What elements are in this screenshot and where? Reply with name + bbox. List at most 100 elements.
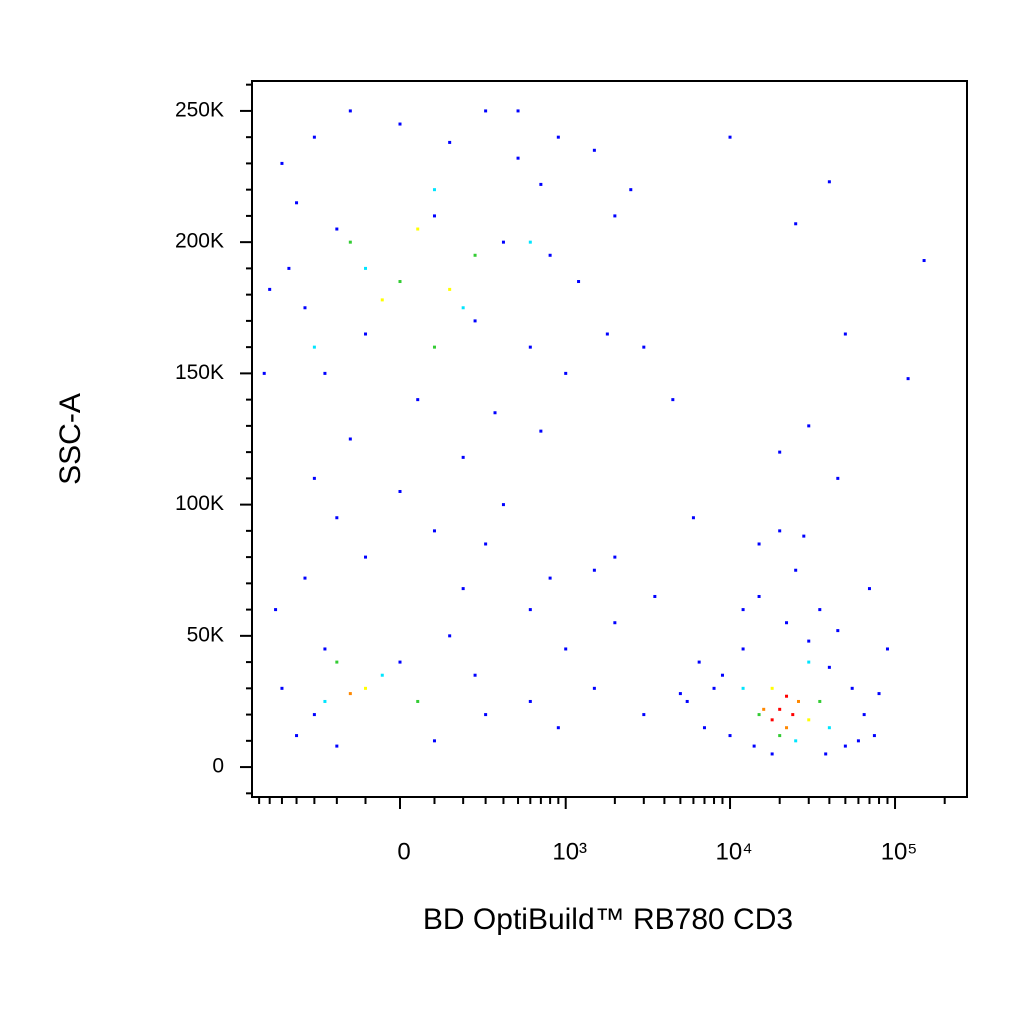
y-tick-label: 200K <box>175 230 224 253</box>
point <box>432 529 436 533</box>
point <box>528 345 532 349</box>
y-tick-label: 0 <box>212 755 224 778</box>
point <box>642 345 646 349</box>
point <box>516 156 520 160</box>
point <box>473 319 477 323</box>
point <box>818 699 822 703</box>
point <box>807 424 811 428</box>
point <box>268 287 272 291</box>
point <box>556 135 560 139</box>
point <box>720 673 724 677</box>
point <box>548 253 552 257</box>
point <box>728 135 732 139</box>
point <box>796 699 800 703</box>
point <box>348 240 352 244</box>
point <box>836 629 840 633</box>
point <box>539 429 543 433</box>
point <box>778 450 782 454</box>
point <box>539 182 543 186</box>
point <box>528 240 532 244</box>
point <box>364 332 368 336</box>
point <box>818 608 822 612</box>
point <box>312 476 316 480</box>
point <box>752 744 756 748</box>
point <box>807 660 811 664</box>
x-tick-label: 10⁵ <box>881 838 918 865</box>
point <box>872 734 876 738</box>
point <box>461 587 465 591</box>
point <box>398 489 402 493</box>
point <box>856 739 860 743</box>
point <box>697 660 701 664</box>
point <box>364 555 368 559</box>
point <box>335 660 339 664</box>
point <box>778 529 782 533</box>
point <box>335 227 339 231</box>
point <box>827 726 831 730</box>
point <box>280 686 284 690</box>
point <box>323 699 327 703</box>
point <box>678 692 682 696</box>
point <box>691 516 695 520</box>
point <box>287 266 291 270</box>
point <box>473 253 477 257</box>
plot-frame <box>251 80 968 798</box>
point <box>323 647 327 651</box>
point <box>807 639 811 643</box>
point <box>653 594 657 598</box>
point <box>528 699 532 703</box>
point <box>484 542 488 546</box>
point <box>770 718 774 722</box>
point <box>432 188 436 192</box>
point <box>432 739 436 743</box>
point <box>867 587 871 591</box>
point <box>785 621 789 625</box>
point <box>922 259 926 263</box>
point <box>556 726 560 730</box>
point <box>850 686 854 690</box>
point <box>712 686 716 690</box>
point <box>613 621 617 625</box>
point <box>802 534 806 538</box>
point <box>757 542 761 546</box>
point <box>380 673 384 677</box>
point <box>501 240 505 244</box>
point <box>432 214 436 218</box>
point <box>642 713 646 717</box>
point <box>312 713 316 717</box>
point <box>448 634 452 638</box>
point <box>827 180 831 184</box>
point <box>762 707 766 711</box>
point <box>416 227 420 231</box>
point <box>791 713 795 717</box>
point <box>335 516 339 520</box>
point <box>274 608 278 612</box>
point <box>432 345 436 349</box>
point <box>448 140 452 144</box>
point <box>770 686 774 690</box>
point <box>824 752 828 756</box>
point <box>295 201 299 205</box>
point <box>448 287 452 291</box>
point <box>364 266 368 270</box>
point <box>778 734 782 738</box>
point <box>741 686 745 690</box>
point <box>501 503 505 507</box>
point <box>770 752 774 756</box>
point <box>461 306 465 310</box>
point <box>416 699 420 703</box>
x-tick-label: 10⁴ <box>716 838 753 865</box>
y-tick-label: 100K <box>175 492 224 515</box>
point <box>577 280 581 284</box>
point <box>785 694 789 698</box>
point <box>484 713 488 717</box>
point <box>794 568 798 572</box>
point <box>303 306 307 310</box>
point <box>303 576 307 580</box>
point <box>613 214 617 218</box>
point <box>416 398 420 402</box>
point <box>380 298 384 302</box>
point <box>613 555 617 559</box>
point <box>778 707 782 711</box>
point <box>548 576 552 580</box>
